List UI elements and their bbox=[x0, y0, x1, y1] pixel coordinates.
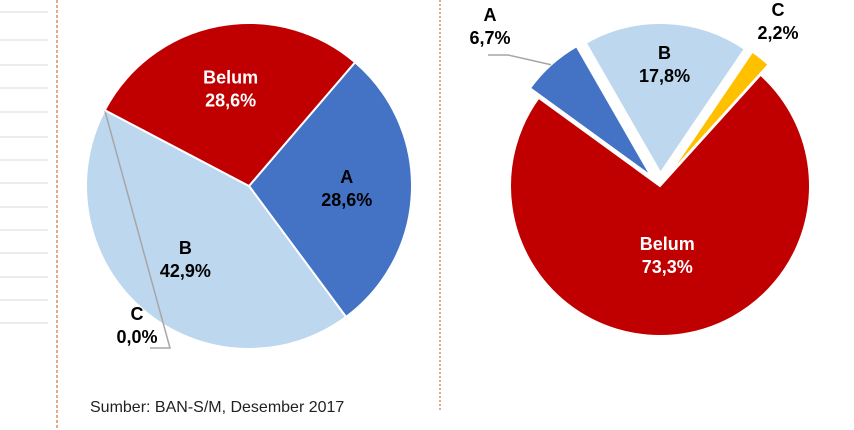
pie-chart: A 28,6% B 42,9% C 0,0% Belum 28,6% bbox=[85, 22, 413, 350]
data-label: 2,2% bbox=[757, 23, 798, 43]
pie-slice bbox=[528, 44, 653, 178]
data-label: 28,6% bbox=[321, 190, 372, 210]
left-table-rules bbox=[0, 11, 48, 324]
slice-category: C bbox=[131, 304, 144, 324]
slice-category: B bbox=[658, 43, 671, 63]
pie-slice bbox=[247, 60, 413, 319]
pie-chart: A 6,7% B 17,8% C 2,2% Belum 73,3% bbox=[469, 0, 811, 337]
data-label: 73,3% bbox=[642, 257, 693, 277]
pie-slice bbox=[667, 50, 771, 177]
slice-category: C bbox=[772, 0, 785, 20]
leader-line bbox=[488, 54, 552, 66]
data-label: 6,7% bbox=[469, 28, 510, 48]
slice-category: Belum bbox=[203, 68, 258, 88]
data-label: 42,9% bbox=[160, 261, 211, 281]
pie-slice bbox=[584, 22, 747, 175]
data-label: 28,6% bbox=[205, 91, 256, 111]
slice-category: Belum bbox=[640, 234, 695, 254]
slice-category: A bbox=[340, 167, 353, 187]
source-note: Sumber: BAN-S/M, Desember 2017 bbox=[90, 399, 344, 416]
slice-category: B bbox=[179, 238, 192, 258]
data-label: 0,0% bbox=[116, 327, 157, 347]
slice-category: A bbox=[484, 5, 497, 25]
pie-slice bbox=[509, 73, 811, 337]
pie-slice bbox=[103, 22, 357, 188]
pie-slice bbox=[85, 108, 348, 350]
data-label: 17,8% bbox=[639, 66, 690, 86]
leader-line bbox=[104, 109, 171, 349]
